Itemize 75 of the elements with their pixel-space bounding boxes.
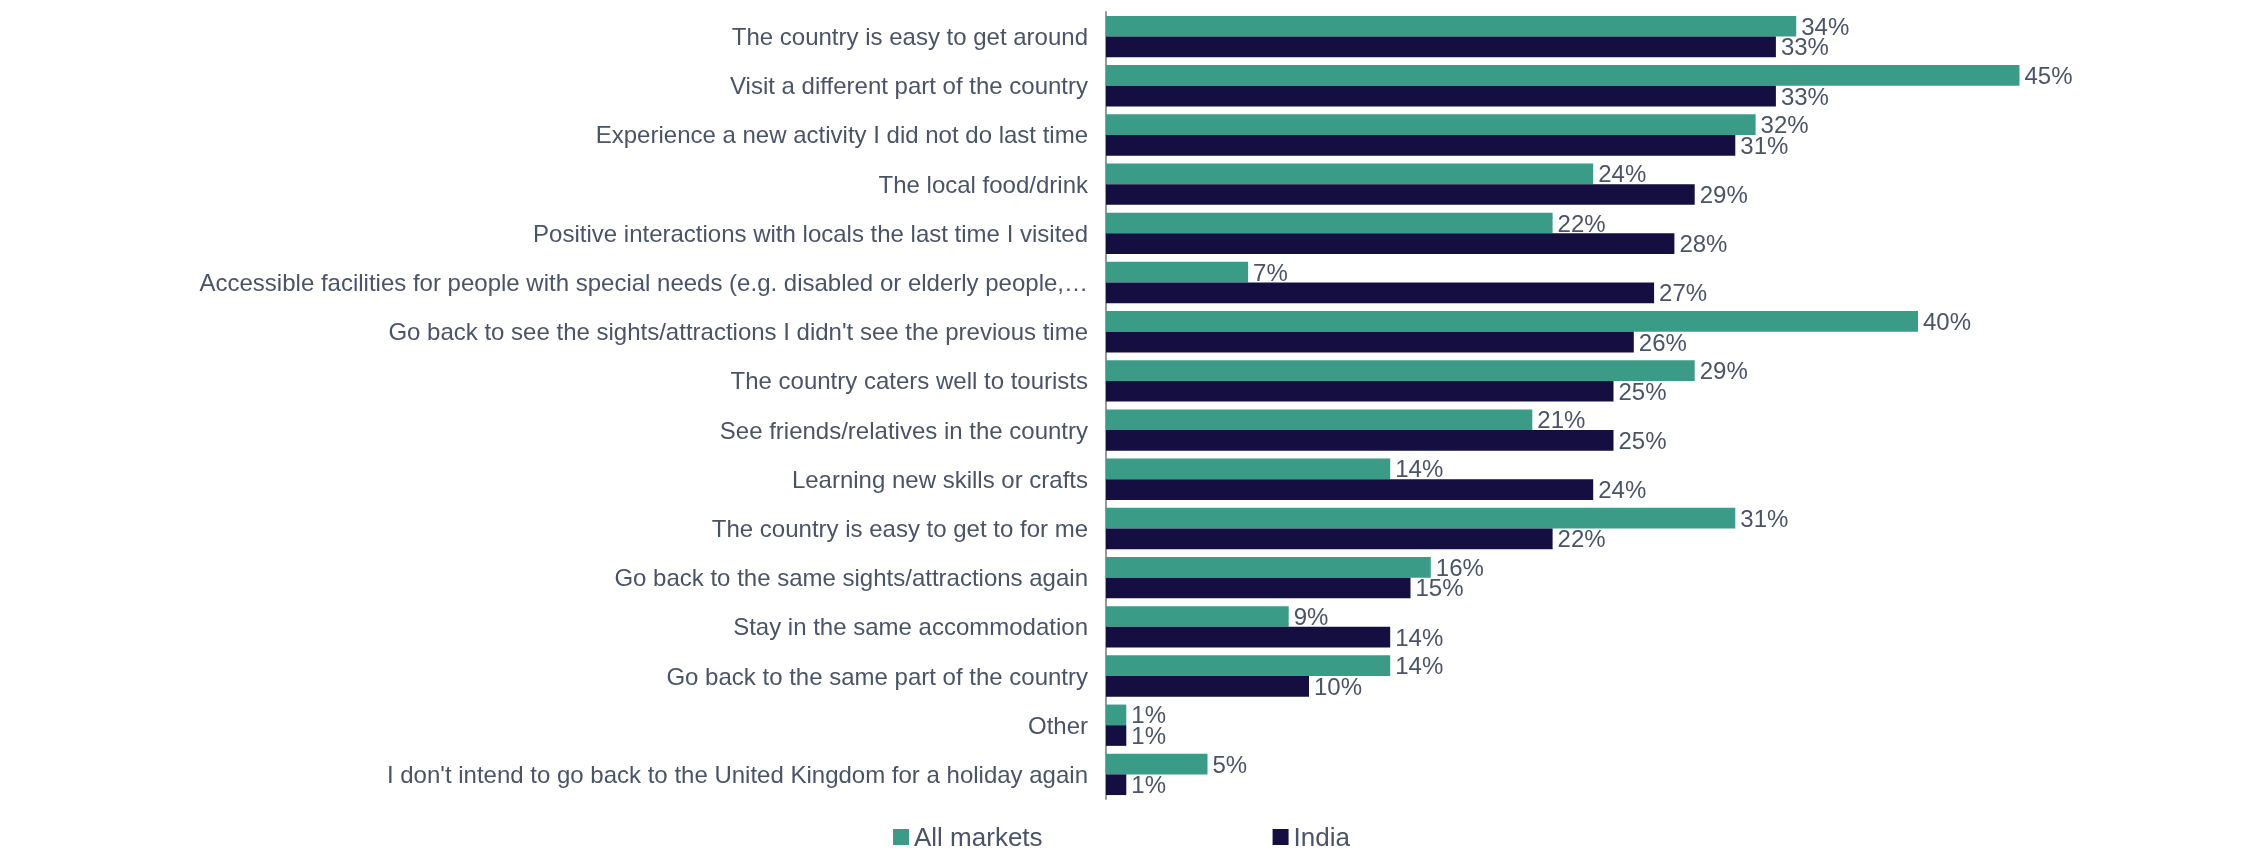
bar	[1106, 458, 1391, 480]
bar	[1106, 163, 1594, 185]
data-label: 33%	[1780, 82, 1829, 110]
bar	[1106, 577, 1411, 599]
y-tick-label: Experience a new activity I did not do last time	[595, 121, 1088, 149]
bar	[1106, 606, 1289, 627]
legend-label: India	[1293, 822, 1351, 852]
bar	[1106, 114, 1756, 135]
data-label: 29%	[1699, 357, 1748, 385]
data-label: 31%	[1740, 504, 1789, 532]
y-tick-label: The country is easy to get around	[731, 23, 1088, 51]
bar	[1106, 676, 1309, 697]
y-tick-label: The country caters well to tourists	[730, 367, 1088, 395]
bar	[1106, 261, 1249, 283]
bar	[1106, 36, 1776, 58]
data-label: 14%	[1395, 652, 1444, 680]
bar	[1106, 233, 1675, 254]
bar	[1106, 626, 1391, 648]
y-tick-label: Visit a different part of the country	[730, 72, 1088, 100]
bar	[1106, 65, 2020, 86]
data-label: 1%	[1131, 722, 1166, 750]
data-label: 14%	[1395, 623, 1444, 651]
y-tick-label: The country is easy to get to for me	[711, 514, 1088, 542]
bar	[1106, 774, 1127, 796]
bar	[1106, 184, 1695, 205]
legend-label: All markets	[914, 822, 1043, 852]
y-tick-label: Other	[1027, 711, 1088, 739]
data-label: 7%	[1253, 258, 1288, 286]
y-tick-label: Go back to see the sights/attractions I didn't see the previous time	[388, 318, 1088, 346]
y-tick-label: Accessible facilities for people with special needs (e.g. disabled or elderly people,…	[199, 269, 1088, 297]
bar	[1106, 479, 1594, 500]
y-tick-label: See friends/relatives in the country	[719, 416, 1088, 444]
y-tick-label: I don't intend to go back to the United Kingdom for a holiday again	[386, 760, 1088, 788]
data-label: 26%	[1638, 328, 1687, 356]
data-label: 22%	[1557, 209, 1606, 237]
bar	[1106, 704, 1127, 726]
y-tick-label: Go back to the same part of the country	[666, 662, 1088, 690]
data-label: 9%	[1293, 603, 1329, 631]
bar	[1106, 85, 1776, 107]
data-label: 24%	[1598, 160, 1647, 188]
data-label: 14%	[1395, 455, 1444, 483]
data-label: 22%	[1557, 525, 1606, 553]
data-label: 21%	[1537, 406, 1586, 434]
data-label: 5%	[1212, 750, 1248, 778]
y-tick-label: The local food/drink	[878, 170, 1089, 198]
y-tick-label: Positive interactions with locals the last time I visited	[533, 219, 1088, 247]
bar	[1106, 134, 1736, 156]
data-label: 27%	[1659, 279, 1708, 307]
data-label: 25%	[1618, 426, 1667, 454]
bar	[1106, 212, 1553, 234]
bar	[1106, 409, 1533, 431]
bar	[1106, 430, 1614, 451]
bar	[1106, 557, 1431, 578]
bar	[1106, 655, 1391, 677]
bar	[1106, 725, 1127, 746]
bar	[1106, 311, 1918, 332]
data-label: 40%	[1923, 307, 1972, 335]
y-tick-label: Learning new skills or crafts	[791, 465, 1088, 493]
bar	[1106, 753, 1208, 775]
bar	[1106, 15, 1797, 37]
bar	[1106, 528, 1553, 550]
data-label: 1%	[1131, 771, 1166, 799]
data-label: 24%	[1598, 476, 1647, 504]
y-tick-label: Go back to the same sights/attractions again	[614, 564, 1088, 592]
bar	[1106, 507, 1736, 529]
bar	[1106, 282, 1655, 304]
data-label: 25%	[1618, 377, 1667, 405]
y-tick-label: Stay in the same accommodation	[733, 613, 1088, 641]
data-label: 10%	[1314, 672, 1363, 700]
bar	[1106, 380, 1614, 402]
bar	[1106, 360, 1695, 381]
data-label: 45%	[2024, 61, 2073, 89]
data-label: 29%	[1699, 180, 1748, 208]
bar	[1106, 331, 1634, 353]
data-label: 28%	[1679, 230, 1728, 258]
